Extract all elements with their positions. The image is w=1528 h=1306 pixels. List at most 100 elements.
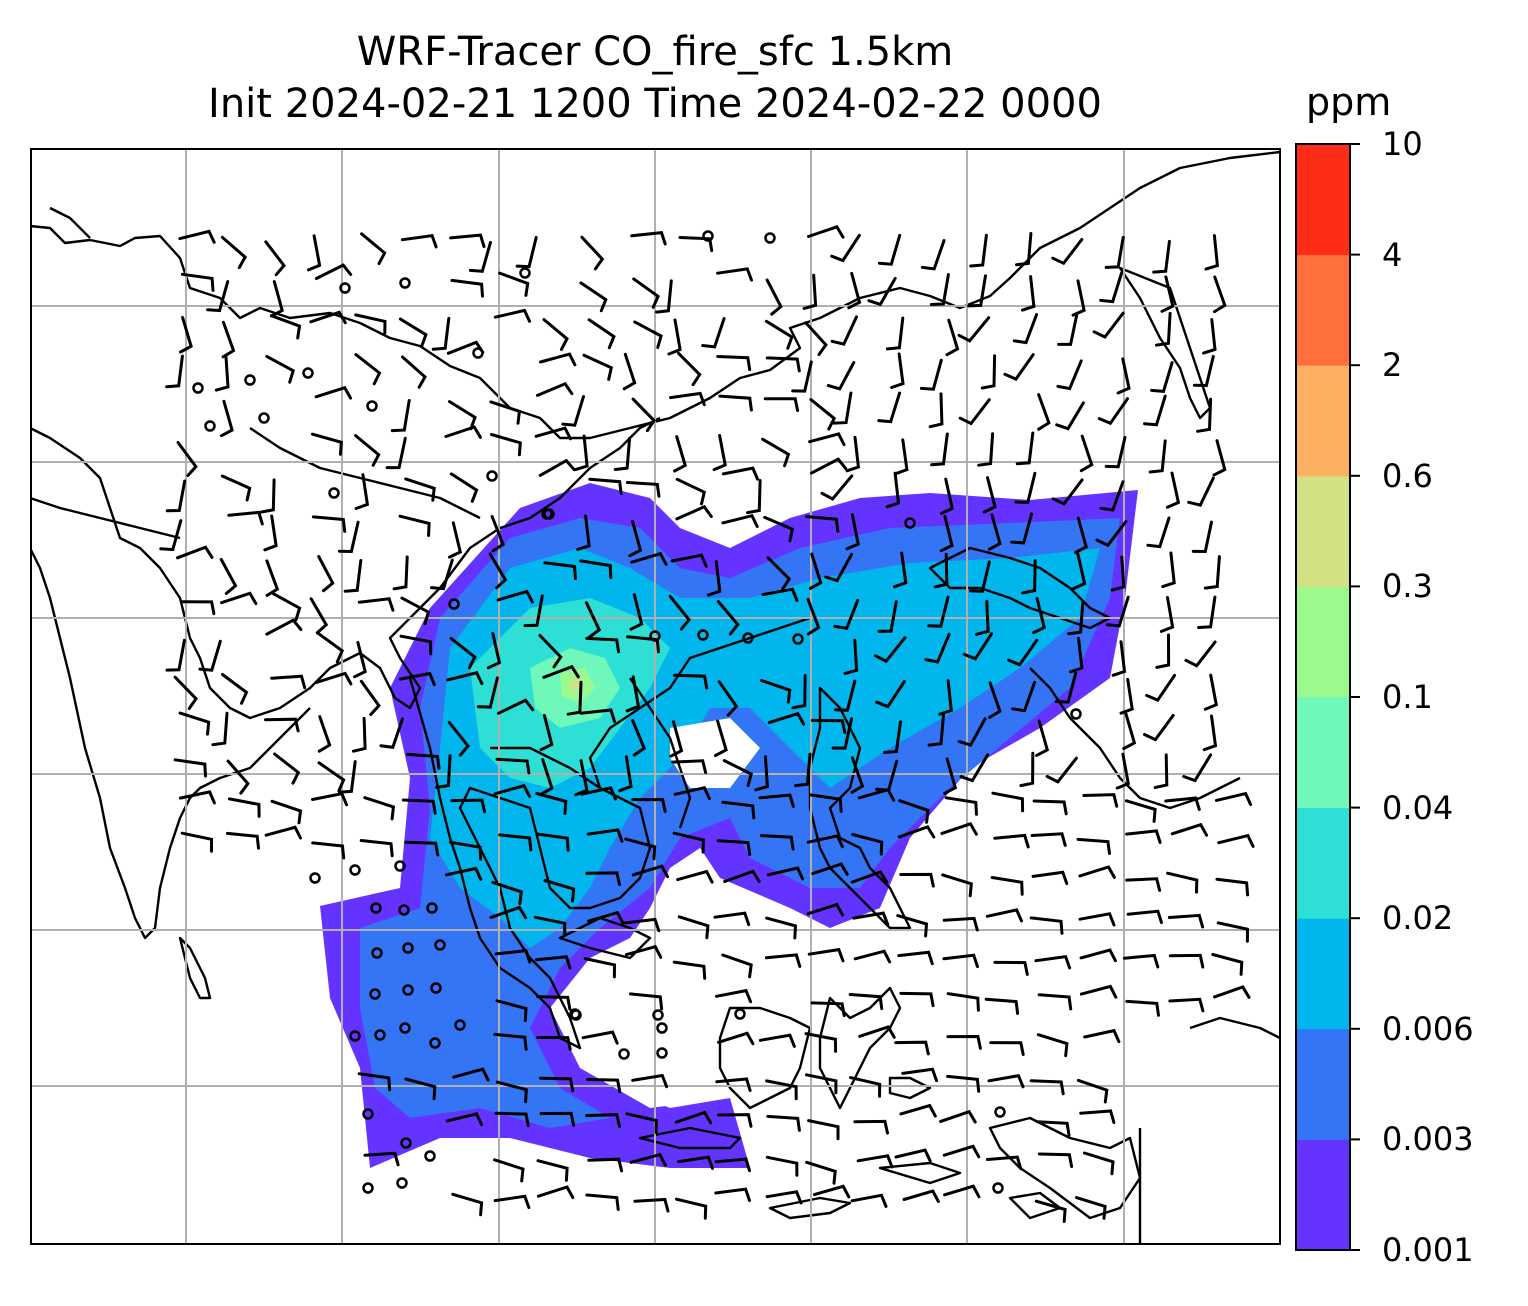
wind-barb: [809, 398, 837, 431]
wind-barb: [716, 267, 753, 282]
wind-barb: [1110, 555, 1126, 592]
wind-barb: [991, 791, 1025, 813]
wind-barb: [1126, 909, 1163, 925]
colorbar-segment: [1296, 807, 1350, 919]
wind-barb: [586, 1078, 622, 1094]
wind-barb: [404, 1077, 437, 1101]
wind-barb: [588, 477, 623, 496]
calm-wind-circle: [370, 902, 382, 914]
wind-barb: [450, 278, 484, 298]
wind-barb: [989, 1041, 1025, 1056]
wind-barb: [1099, 480, 1125, 512]
wind-barb: [896, 914, 929, 938]
wind-barb: [985, 1155, 1023, 1171]
wind-barb: [716, 1113, 753, 1128]
wind-barb: [317, 761, 346, 793]
wind-barb: [930, 432, 949, 467]
wind-barb: [1021, 559, 1037, 595]
wind-barb: [488, 552, 508, 590]
wind-barb: [539, 714, 554, 752]
wind-barb: [586, 828, 624, 843]
wind-barb: [858, 1025, 896, 1039]
calm-wind-circle: [399, 1022, 411, 1034]
wind-barb: [977, 432, 995, 467]
colorbar-tick-label: 0.3: [1382, 567, 1433, 606]
wind-barb: [655, 279, 673, 314]
wind-barb: [226, 759, 250, 795]
wind-barb: [400, 233, 438, 249]
wind-barb: [1182, 753, 1213, 783]
wind-barb: [672, 831, 705, 854]
wind-barb: [805, 1073, 838, 1095]
wind-barb: [1166, 871, 1199, 894]
wind-barb: [1213, 275, 1227, 314]
wind-barb: [269, 314, 302, 340]
wind-barb: [351, 716, 367, 753]
wind-barb: [856, 1154, 894, 1169]
wind-barb: [220, 235, 247, 270]
wind-barb: [897, 824, 936, 839]
wind-barb: [669, 391, 706, 407]
wind-barb: [943, 1184, 981, 1199]
calm-wind-circle: [618, 1048, 630, 1060]
wind-barb: [1203, 555, 1221, 590]
wind-barb: [535, 792, 568, 815]
calm-wind-circle: [904, 517, 916, 529]
wind-barb: [533, 915, 567, 937]
wind-barb: [758, 793, 795, 808]
wind-barb: [957, 717, 987, 747]
wind-barb: [721, 800, 756, 820]
calm-wind-circle: [424, 1150, 436, 1162]
colorbar-segment: [1296, 586, 1350, 698]
wind-barb: [491, 880, 523, 906]
calm-wind-circle: [434, 939, 446, 951]
wind-barb: [1197, 595, 1217, 629]
wind-barb: [165, 354, 184, 389]
wind-barb: [890, 352, 905, 389]
wind-barb: [1125, 999, 1160, 1017]
wind-barb: [1082, 793, 1119, 808]
wind-barb: [669, 720, 684, 758]
wind-barb: [806, 834, 844, 849]
wind-barb: [264, 240, 286, 277]
wind-barb: [675, 504, 713, 521]
wind-barb: [1003, 353, 1035, 381]
wind-barb: [850, 870, 889, 884]
wind-barb: [468, 240, 492, 273]
colorbar-segment: [1296, 144, 1350, 256]
wind-barb: [536, 381, 574, 397]
wind-barb: [1125, 877, 1162, 892]
wind-barb: [314, 263, 353, 280]
wind-barb: [1067, 600, 1085, 636]
wind-barb: [400, 596, 431, 626]
calm-wind-circle: [362, 1108, 374, 1120]
calm-wind-circle: [339, 282, 351, 294]
wind-barb: [220, 474, 252, 502]
wind-barb: [1160, 275, 1175, 313]
wind-barb: [585, 871, 621, 887]
wind-barb: [435, 754, 452, 789]
wind-barb: [1116, 357, 1131, 395]
wind-barb: [401, 798, 437, 815]
wind-barb: [449, 840, 483, 861]
wind-barb: [579, 786, 617, 801]
wind-barb: [1092, 311, 1125, 339]
wind-barb: [631, 864, 670, 879]
wind-barb: [270, 674, 307, 690]
colorbar-segment: [1296, 254, 1350, 366]
wind-barb: [824, 552, 854, 583]
colorbar-segment: [1296, 475, 1350, 587]
wind-barb: [1021, 275, 1036, 312]
wind-barb: [1122, 712, 1137, 750]
wind-barb: [746, 479, 762, 515]
wind-barb: [1122, 953, 1160, 969]
wind-barb: [810, 1001, 846, 1018]
wind-barb: [314, 385, 353, 400]
wind-barb: [1037, 393, 1051, 431]
colorbar-segment: [1296, 1028, 1350, 1140]
calm-wind-circle: [448, 598, 460, 610]
wind-barb: [765, 1079, 798, 1101]
wind-barb: [270, 280, 284, 318]
wind-barb: [493, 308, 531, 323]
wind-barb: [877, 600, 898, 633]
